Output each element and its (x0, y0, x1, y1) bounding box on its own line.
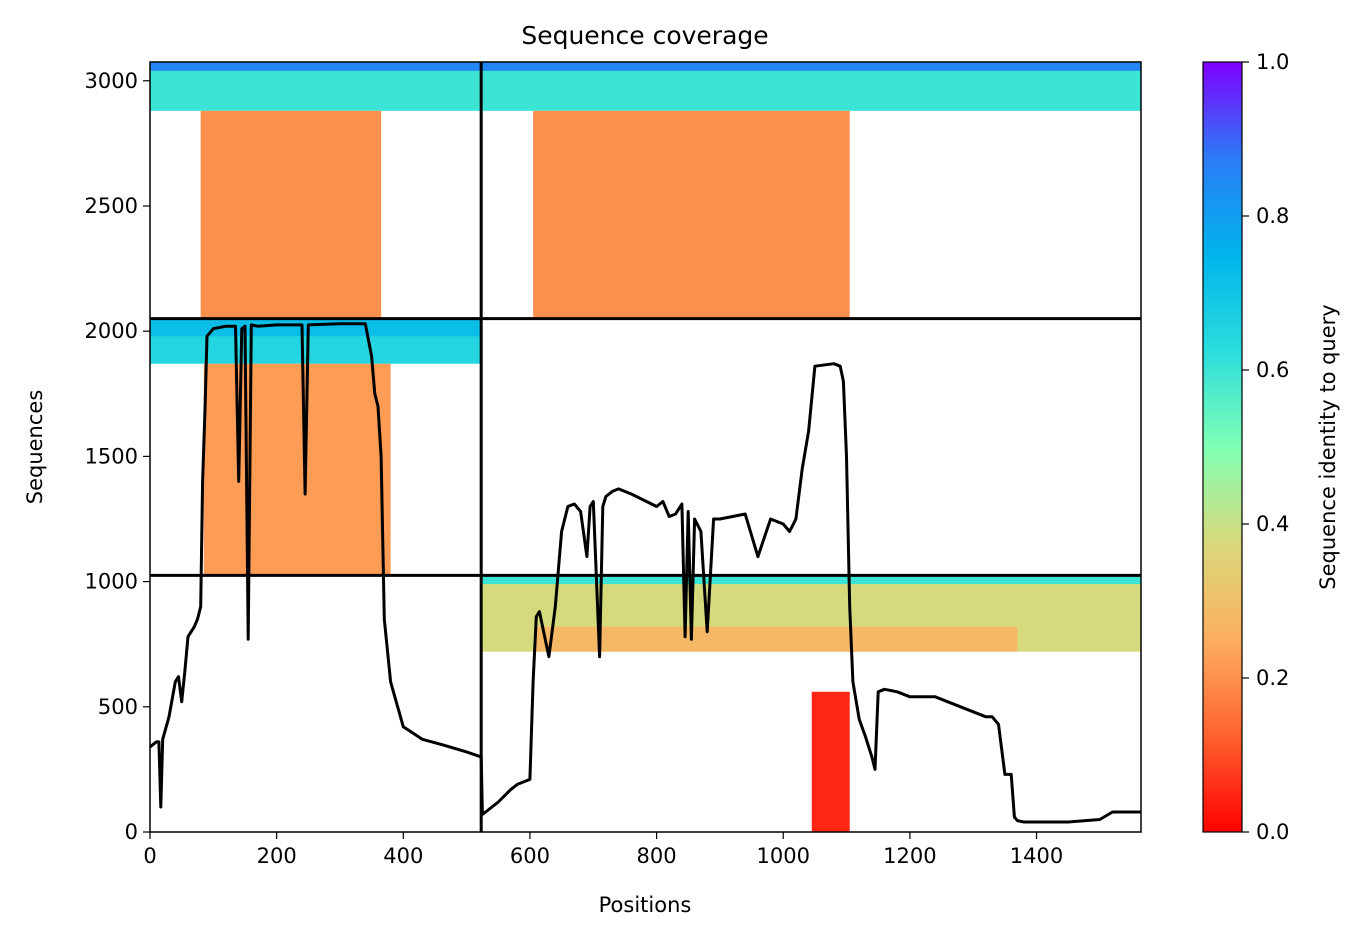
y-tick-label-2500: 2500 (85, 194, 138, 218)
y-axis: 0 500 1000 1500 2000 2500 3000 (85, 69, 150, 844)
x-tick-label-200: 200 (257, 844, 297, 868)
colorbar-tick-label-0.2: 0.2 (1256, 666, 1289, 690)
colorbar-tick-label-0: 0.0 (1256, 820, 1289, 844)
x-axis: 0 200 400 600 800 1000 1200 1400 (143, 832, 1063, 868)
colorbar (1202, 61, 1243, 833)
plot-frame (149, 61, 1142, 833)
coverage-block-12 (811, 691, 850, 832)
coverage-line-0 (150, 322, 1141, 824)
coverage-block-1 (150, 62, 482, 71)
y-tick-label-3000: 3000 (85, 69, 138, 93)
x-tick-label-0: 0 (143, 844, 156, 868)
y-tick-label-2000: 2000 (85, 319, 138, 343)
coverage-block-2 (200, 110, 382, 319)
y-tick-label-500: 500 (98, 695, 138, 719)
coverage-block-11 (536, 626, 1018, 652)
coverage-block-8 (203, 363, 391, 576)
colorbar-label: Sequence identity to query (1316, 304, 1340, 589)
colorbar-tick-label-1: 1.0 (1256, 50, 1289, 74)
y-tick-label-1500: 1500 (85, 444, 138, 468)
x-tick-label-800: 800 (637, 844, 677, 868)
colorbar-tick-label-0.4: 0.4 (1256, 512, 1289, 536)
section-lines (150, 62, 1141, 832)
x-axis-label: Positions (599, 893, 692, 917)
coverage-line-layer (150, 322, 1141, 824)
y-tick-label-0: 0 (125, 820, 138, 844)
colorbar-tick-label-0.6: 0.6 (1256, 358, 1289, 382)
y-tick-label-1000: 1000 (85, 570, 138, 594)
coverage-block-10 (481, 575, 1141, 585)
coverage-block-7 (150, 318, 482, 337)
x-tick-label-400: 400 (383, 844, 423, 868)
x-tick-label-1000: 1000 (757, 844, 810, 868)
x-tick-label-1200: 1200 (883, 844, 936, 868)
colorbar-tick-label-0.8: 0.8 (1256, 204, 1289, 228)
coverage-block-5 (533, 110, 850, 319)
chart-title: Sequence coverage (521, 21, 768, 50)
x-tick-label-1400: 1400 (1010, 844, 1063, 868)
coverage-block-4 (481, 62, 1141, 71)
x-tick-label-600: 600 (510, 844, 550, 868)
colorbar-axis: 0.0 0.2 0.4 0.6 0.8 1.0 (1242, 50, 1289, 844)
y-axis-label: Sequences (23, 390, 47, 505)
